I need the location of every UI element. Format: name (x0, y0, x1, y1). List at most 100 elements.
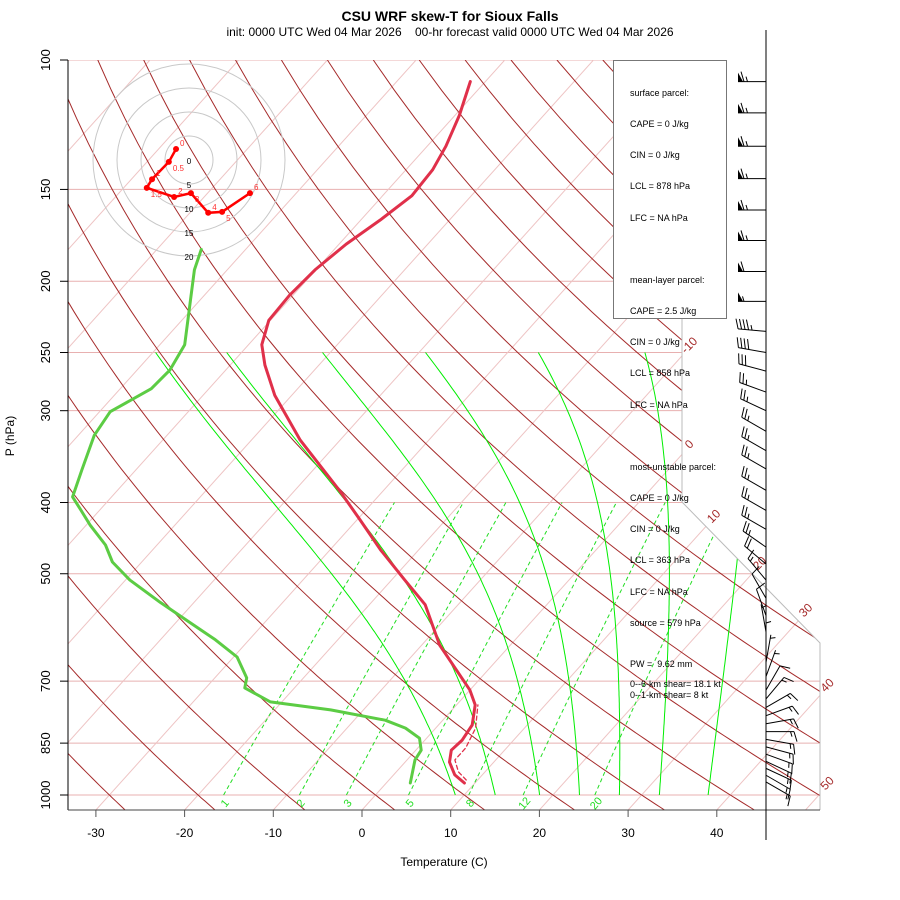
barb-half (746, 396, 749, 402)
barb-full (740, 230, 745, 241)
mixing-ratio-line (223, 502, 395, 796)
dry-adiabat (143, 60, 820, 810)
barb-full (783, 676, 794, 683)
hodograph-ring-label: 5 (187, 181, 192, 190)
info-line: LCL = 878 hPa (630, 181, 690, 192)
hodograph-point-label: 5 (226, 214, 231, 223)
barb-flag (738, 262, 743, 272)
dry-adiabat (189, 60, 820, 810)
isotherm (894, 44, 900, 811)
wind-barb (765, 746, 794, 765)
barb-half (765, 621, 772, 624)
info-line: most-unstable parcel: (630, 461, 717, 472)
barb-half (742, 296, 745, 302)
barb-shaft (765, 634, 772, 663)
y-tick-label: 700 (38, 670, 53, 692)
wind-barb (741, 407, 767, 432)
hodograph-point (173, 145, 180, 152)
dry-adiabat (68, 60, 756, 810)
wind-barb (765, 676, 794, 700)
hodograph-ring-label: 0 (187, 157, 192, 166)
barb-full (791, 705, 799, 715)
moist-adiabat (537, 352, 621, 795)
barb-flag (738, 103, 743, 113)
barb-full (787, 789, 791, 800)
barb-flag (738, 201, 743, 211)
barb-shaft (765, 665, 781, 691)
barb-full (789, 773, 792, 784)
y-axis-label: P (hPa) (3, 416, 17, 456)
isotherm (68, 60, 343, 810)
background-lines (68, 44, 900, 811)
hodograph-point-label: 4 (212, 203, 217, 212)
barb-full (747, 339, 750, 350)
shear-0-6km: 0--6-km shear= 18.1 kt (630, 679, 721, 690)
barb-flag (738, 72, 743, 82)
wind-barb (765, 781, 791, 807)
hodograph-point (219, 208, 226, 215)
x-tick-label: 40 (710, 826, 724, 840)
isotherm (538, 60, 820, 810)
info-line: CIN = 0 J/kg (630, 524, 680, 535)
y-tick-label: 850 (38, 732, 53, 754)
barb-shaft (742, 530, 767, 548)
barb-half (781, 679, 787, 683)
mixing-ratio-line (408, 502, 563, 796)
barb-full (741, 486, 745, 497)
parcel-line (454, 704, 479, 781)
barb-shaft (765, 767, 792, 781)
y-tick-label: 300 (38, 400, 53, 422)
barb-full (739, 372, 741, 383)
barb-full (740, 102, 745, 113)
barb-half (789, 719, 793, 725)
hodograph-point-label: 3 (195, 195, 200, 204)
barb-full (756, 582, 766, 590)
x-tick-label: -30 (87, 826, 105, 840)
surface-parcel-info: surface parcel: CAPE = 0 J/kg CIN = 0 J/… (630, 67, 726, 244)
wind-barb (738, 261, 766, 273)
barb-shaft (765, 781, 791, 797)
wind-barb (738, 71, 766, 83)
wind-barb (765, 650, 780, 677)
wind-barb (765, 718, 799, 729)
y-tick-label: 400 (38, 492, 53, 514)
isotherm (627, 60, 820, 810)
barb-full (741, 444, 745, 455)
info-line: LFC = NA hPa (630, 399, 688, 410)
wind-barb (765, 738, 796, 755)
barb-full (747, 549, 755, 559)
barb-half (790, 731, 793, 737)
wind-barb (765, 634, 776, 663)
wind-barb (738, 199, 766, 211)
y-tick-label: 1000 (38, 781, 53, 810)
barb-full (741, 505, 745, 516)
barb-shaft (765, 650, 777, 677)
barb-half (788, 707, 793, 712)
wind-barb (741, 444, 767, 470)
dry-adiabat (326, 60, 820, 810)
barb-half (747, 434, 750, 441)
wind-barb (741, 426, 767, 452)
barb-half (785, 794, 788, 800)
isotherm (68, 60, 698, 810)
info-line: mean-layer parcel: (630, 274, 705, 285)
wind-barb (765, 692, 799, 708)
barb-half (745, 76, 748, 82)
dry-adiabat (280, 60, 820, 810)
barb-shaft (765, 753, 793, 765)
info-line: LFC = NA hPa (630, 586, 688, 597)
hodograph-ring-label: 15 (185, 229, 194, 238)
hodograph-ring (116, 87, 262, 233)
hodograph-point-label: 0.5 (173, 164, 185, 173)
most-unstable-parcel-info: most-unstable parcel: CAPE = 0 J/kg CIN … (630, 441, 726, 649)
barb-flag (738, 231, 743, 241)
mixing-ratio-label: 3 (342, 797, 355, 809)
wind-barb (760, 604, 767, 633)
x-tick-label: -20 (176, 826, 194, 840)
dry-adiabat (97, 60, 820, 810)
info-line: CIN = 0 J/kg (630, 150, 680, 161)
info-line: CIN = 0 J/kg (630, 337, 680, 348)
